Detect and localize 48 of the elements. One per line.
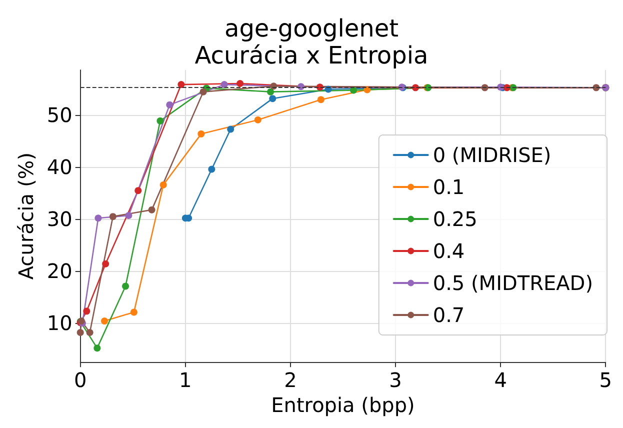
y-tick-label: 10 xyxy=(46,311,72,336)
point xyxy=(200,88,207,96)
point xyxy=(267,88,274,96)
x-tick-label: 5 xyxy=(599,368,612,392)
x-axis-title: Entropia (bpp) xyxy=(271,393,415,417)
point xyxy=(254,116,262,124)
legend-label: 0.7 xyxy=(432,303,465,327)
y-tick-label: 40 xyxy=(46,155,72,180)
point xyxy=(94,344,101,352)
point xyxy=(208,166,216,173)
point xyxy=(122,282,130,290)
chart-title: age-googlenet Acurácia x Entropia xyxy=(194,14,428,70)
point xyxy=(109,213,116,220)
point xyxy=(130,308,138,316)
legend-label: 0.5 (MIDTREAD) xyxy=(432,271,593,295)
y-tick-label: 20 xyxy=(46,259,72,284)
point xyxy=(198,130,205,138)
y-tick-label: 50 xyxy=(46,103,72,128)
point xyxy=(101,318,108,325)
x-tick-label: 3 xyxy=(389,368,402,392)
point xyxy=(134,187,142,194)
x-tick-label: 0 xyxy=(74,368,87,392)
legend-label: 0.4 xyxy=(432,239,465,263)
point xyxy=(148,206,156,214)
y-tick-label: 30 xyxy=(46,207,72,232)
x-tick-label: 1 xyxy=(179,368,192,392)
point xyxy=(83,308,90,315)
y-axis-title: Acurácia (%) xyxy=(14,152,38,280)
point xyxy=(178,81,185,88)
point xyxy=(227,126,234,133)
point xyxy=(269,95,276,102)
point xyxy=(86,328,94,336)
x-tick-label: 4 xyxy=(494,368,507,392)
point xyxy=(156,117,164,124)
point xyxy=(94,214,102,222)
point xyxy=(160,181,167,188)
point xyxy=(317,96,324,104)
point xyxy=(76,328,84,336)
legend-label: 0.1 xyxy=(432,175,465,199)
point xyxy=(350,86,357,94)
point xyxy=(236,80,244,88)
point xyxy=(166,101,174,108)
point xyxy=(125,212,132,220)
point xyxy=(102,260,110,268)
point xyxy=(220,81,228,88)
x-tick-label: 2 xyxy=(284,368,297,392)
legend-label: 0.25 xyxy=(432,207,478,231)
legend-label: 0 (MIDRISE) xyxy=(432,143,552,167)
